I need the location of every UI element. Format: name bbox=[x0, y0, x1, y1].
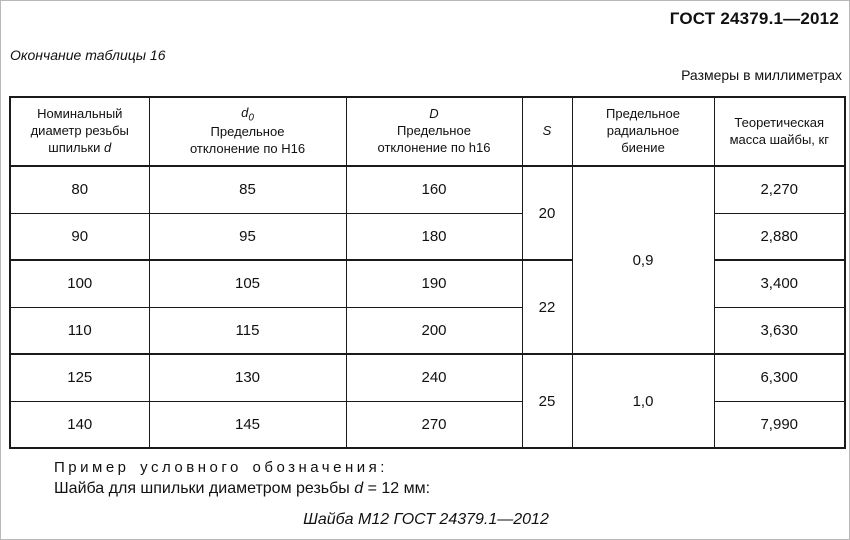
header-line: отклонение по h16 bbox=[377, 139, 491, 155]
header-line: Предельное bbox=[606, 106, 680, 122]
cell-s: 22 bbox=[521, 259, 573, 355]
units-note: Размеры в миллиметрах bbox=[681, 67, 842, 83]
cell-d0: 105 bbox=[148, 259, 347, 308]
cell-D: 200 bbox=[345, 306, 523, 355]
cell-D: 180 bbox=[345, 212, 523, 261]
header-cell-theoretical-mass: Теоретическая масса шайбы, кг bbox=[713, 96, 846, 167]
table-row: 125 130 240 25 1,0 6,300 bbox=[9, 353, 846, 449]
example-block: Пример условного обозначения: Шайба для … bbox=[54, 459, 430, 498]
cell-d0: 130 bbox=[148, 353, 347, 402]
table-row: 90 95 180 2,880 bbox=[9, 212, 846, 261]
header-cell-radial-runout: Предельное радиальное биение bbox=[571, 96, 715, 167]
cell-s: 20 bbox=[521, 165, 573, 261]
header-line: Теоретическая bbox=[734, 114, 825, 130]
table-row: 100 105 190 22 3,400 bbox=[9, 259, 846, 355]
table-row: 80 85 160 20 0,9 2,270 bbox=[9, 165, 846, 355]
header-cell-S: S bbox=[521, 96, 573, 167]
table-header-row: Номинальный диаметр резьбы шпильки d d0 … bbox=[9, 96, 846, 167]
cell-mass: 2,270 bbox=[713, 165, 846, 214]
header-line: Предельное bbox=[210, 124, 285, 140]
cell-mass: 2,880 bbox=[713, 212, 846, 261]
header-line: отклонение по H16 bbox=[189, 141, 306, 157]
var-S: S bbox=[542, 123, 552, 139]
cell-d0: 85 bbox=[148, 165, 347, 214]
cell-d: 110 bbox=[9, 306, 150, 355]
header-line: биение bbox=[621, 139, 665, 155]
header-cell-nominal-diameter: Номинальный диаметр резьбы шпильки d bbox=[9, 96, 150, 167]
cell-d: 140 bbox=[9, 400, 150, 449]
cell-s: 25 bbox=[521, 353, 573, 449]
table-row: 110 115 200 3,630 bbox=[9, 306, 846, 355]
cell-d: 80 bbox=[9, 165, 150, 214]
header-line: Номинальный bbox=[37, 106, 123, 122]
table-row: 140 145 270 7,990 bbox=[9, 400, 846, 449]
cell-mass: 3,630 bbox=[713, 306, 846, 355]
header-cell-d0-deviation: d0 Предельное отклонение по H16 bbox=[148, 96, 347, 167]
var-d: d bbox=[354, 480, 364, 497]
cell-D: 270 bbox=[345, 400, 523, 449]
cell-d: 100 bbox=[9, 259, 150, 308]
header-line: D bbox=[349, 106, 520, 123]
header-cell-D-deviation: D Предельное отклонение по h16 bbox=[345, 96, 523, 167]
cell-d: 125 bbox=[9, 353, 150, 402]
cell-d0: 95 bbox=[148, 212, 347, 261]
cell-d0: 145 bbox=[148, 400, 347, 449]
cell-mass: 7,990 bbox=[713, 400, 846, 449]
cell-d0: 115 bbox=[148, 306, 347, 355]
header-line: радиальное bbox=[606, 123, 680, 139]
cell-D: 240 bbox=[345, 353, 523, 402]
var-D: D bbox=[429, 106, 439, 122]
cell-mass: 3,400 bbox=[713, 259, 846, 308]
header-line: шпильки d bbox=[48, 139, 112, 155]
header-line: d0 bbox=[241, 104, 254, 124]
designation-line: Шайба М12 ГОСТ 24379.1—2012 bbox=[303, 511, 549, 528]
var-d0: d bbox=[241, 104, 249, 120]
cell-runout: 0,9 bbox=[571, 165, 715, 355]
doc-code: ГОСТ 24379.1—2012 bbox=[669, 9, 839, 28]
header-line: масса шайбы, кг bbox=[729, 131, 829, 147]
var-d: d bbox=[103, 139, 112, 155]
cell-D: 160 bbox=[345, 165, 523, 214]
table-continuation-caption: Окончание таблицы 16 bbox=[10, 47, 166, 63]
header-line: диаметр резьбы bbox=[30, 123, 129, 139]
cell-D: 190 bbox=[345, 259, 523, 308]
header-line: Предельное bbox=[397, 123, 471, 139]
cell-d: 90 bbox=[9, 212, 150, 261]
example-description: Шайба для шпильки диаметром резьбы d = 1… bbox=[54, 480, 431, 497]
cell-mass: 6,300 bbox=[713, 353, 846, 402]
cell-runout: 1,0 bbox=[571, 353, 715, 449]
dimensions-table: Номинальный диаметр резьбы шпильки d d0 … bbox=[9, 96, 846, 449]
example-heading: Пример условного обозначения: bbox=[54, 459, 388, 476]
